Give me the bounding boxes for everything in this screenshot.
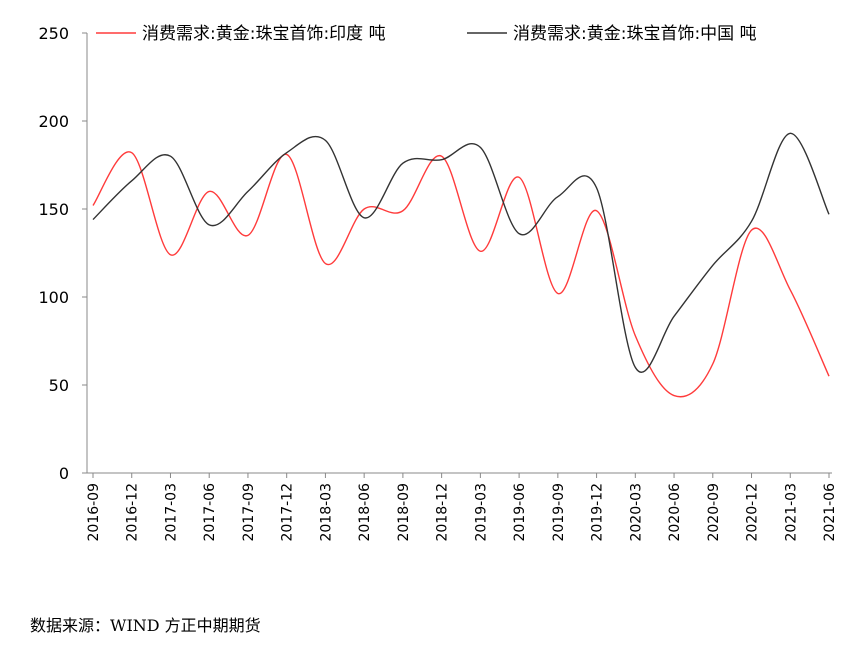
x-tick-label: 2017-12 xyxy=(280,483,296,542)
series-layer xyxy=(93,133,829,396)
x-tick-label: 2020-09 xyxy=(706,483,722,542)
chart: 0 50 100 150 200 250 2016-09 2016-12 2017-03 201… xyxy=(0,0,852,600)
y-tick-label: 200 xyxy=(38,112,69,131)
x-tick-label: 2018-03 xyxy=(318,483,334,542)
x-tick-label: 2016-09 xyxy=(86,483,102,542)
x-tick-label: 2016-12 xyxy=(125,483,141,542)
y-tick-label: 250 xyxy=(38,24,69,43)
y-tick-label: 50 xyxy=(49,376,69,395)
x-tick-label: 2020-06 xyxy=(667,483,683,542)
x-tick-label: 2018-06 xyxy=(357,483,373,542)
legend-label: 消费需求:黄金:珠宝首饰:中国 吨 xyxy=(513,24,757,44)
x-tick-label: 2019-09 xyxy=(551,483,567,542)
y-tick-label: 0 xyxy=(59,464,69,483)
y-tick-label: 150 xyxy=(38,200,69,219)
series-line-china xyxy=(93,133,829,372)
series-line-india xyxy=(93,152,829,397)
x-tick-label: 2017-09 xyxy=(241,483,257,542)
legend: 消费需求:黄金:珠宝首饰:印度 吨 消费需求:黄金:珠宝首饰:中国 吨 xyxy=(96,24,757,44)
x-tick-label: 2020-12 xyxy=(745,483,761,542)
y-tick-label: 100 xyxy=(38,288,69,307)
x-tick-label: 2019-12 xyxy=(590,483,606,542)
x-tick-label: 2017-06 xyxy=(202,483,218,542)
x-tick-label: 2021-03 xyxy=(783,483,799,542)
y-axis-ticks: 0 50 100 150 200 250 xyxy=(38,24,87,483)
x-tick-label: 2021-06 xyxy=(822,483,838,542)
x-tick-label: 2019-06 xyxy=(512,483,528,542)
x-tick-label: 2019-03 xyxy=(473,483,489,542)
x-tick-label: 2018-12 xyxy=(435,483,451,542)
axes xyxy=(87,33,832,473)
x-axis-ticks: 2016-09 2016-12 2017-03 2017-06 2017-09 2017-… xyxy=(86,473,838,542)
x-tick-label: 2018-09 xyxy=(396,483,412,542)
x-tick-label: 2020-03 xyxy=(628,483,644,542)
source-note: 数据来源：WIND 方正中期期货 xyxy=(30,612,261,636)
x-tick-label: 2017-03 xyxy=(163,483,179,542)
legend-label: 消费需求:黄金:珠宝首饰:印度 吨 xyxy=(142,24,386,44)
